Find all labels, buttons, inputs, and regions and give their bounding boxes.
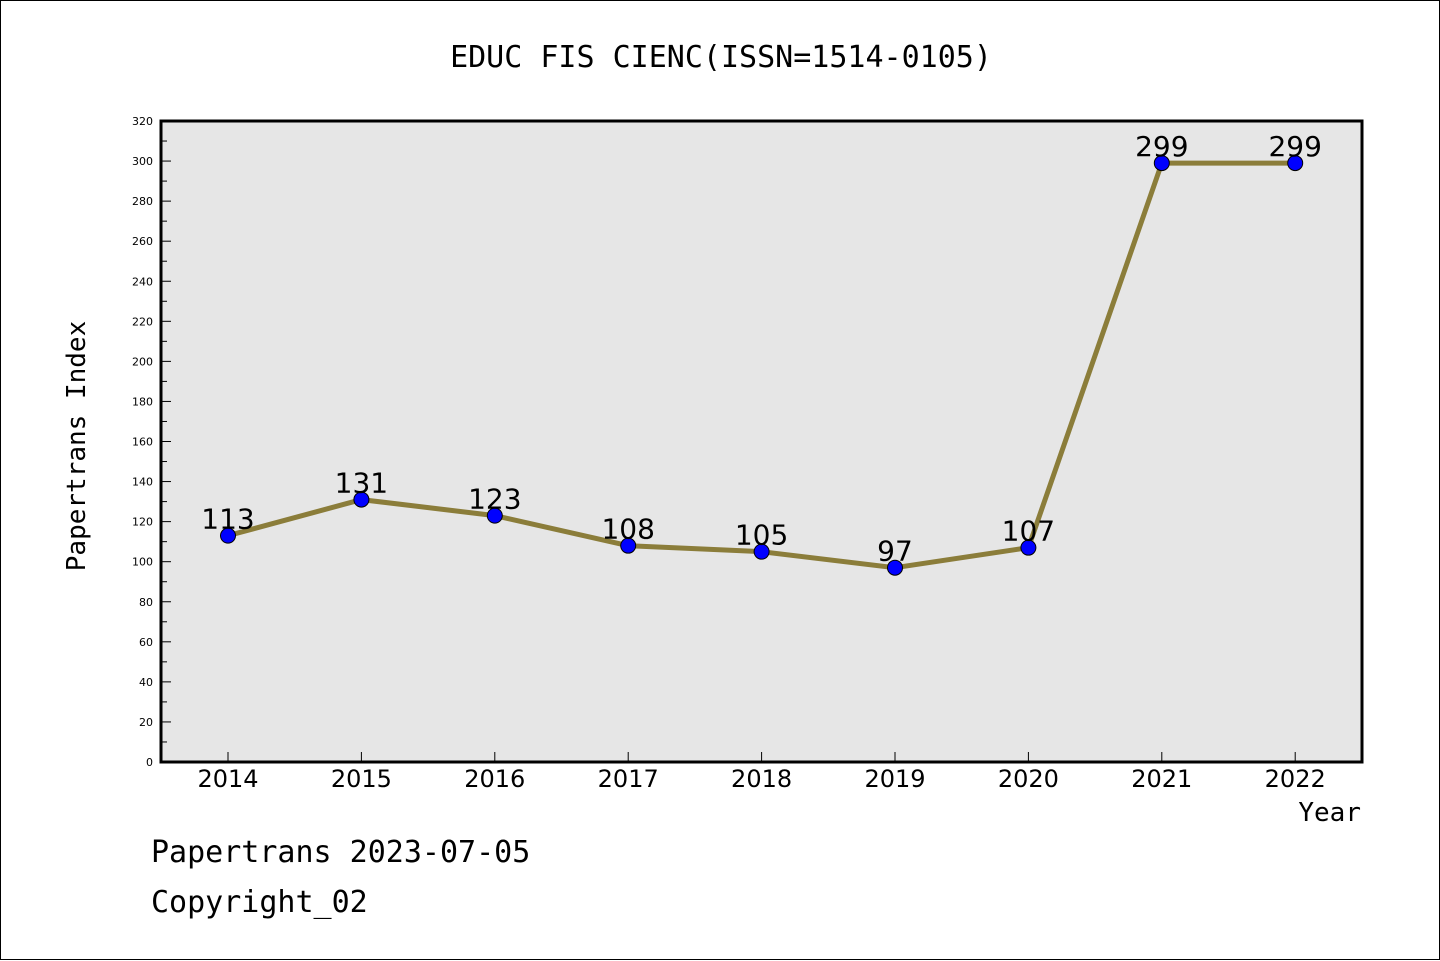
- y-tick-label: 0: [146, 756, 153, 769]
- data-point: [220, 527, 236, 544]
- y-tick-label: 140: [132, 476, 153, 489]
- y-axis-label: Papertrans Index: [62, 321, 92, 571]
- y-tick-label: 100: [132, 556, 153, 569]
- x-tick-label: 2014: [197, 765, 258, 793]
- data-point: [753, 543, 770, 560]
- y-tick-label: 80: [139, 596, 153, 609]
- y-tick-label: 160: [132, 436, 153, 449]
- x-tick-label: 2017: [598, 765, 659, 793]
- data-point: [1020, 539, 1037, 556]
- chart-title: EDUC FIS CIENC(ISSN=1514-0105): [450, 40, 992, 75]
- x-tick-label: 2019: [864, 765, 925, 793]
- data-point: [887, 559, 903, 576]
- y-tick-label: 20: [139, 716, 153, 729]
- x-tick-label: 2022: [1265, 765, 1326, 793]
- data-label: 299: [1135, 130, 1188, 163]
- y-tick-label: 200: [132, 355, 153, 368]
- y-tick-label: 120: [132, 516, 153, 529]
- data-label: 299: [1268, 130, 1321, 163]
- y-tick-label: 300: [132, 155, 153, 168]
- data-point: [486, 507, 503, 524]
- y-tick-label: 180: [132, 395, 153, 408]
- plot-area: [161, 121, 1362, 762]
- x-tick-label: 2015: [331, 765, 392, 793]
- y-tick-label: 320: [132, 115, 153, 128]
- x-tick-label: 2016: [464, 765, 525, 793]
- data-label: 123: [468, 483, 521, 516]
- footer-copyright: Copyright_02: [151, 885, 368, 920]
- data-point: [620, 537, 637, 554]
- series-markers: [220, 155, 1304, 576]
- data-point: [1287, 155, 1304, 172]
- x-axis: 2014 2015 2016 2017 2018 2019 2020 2021 2022: [197, 752, 1326, 793]
- data-label: 113: [201, 503, 254, 536]
- data-label: 107: [1002, 515, 1055, 548]
- plot-border: [159, 119, 1364, 764]
- y-tick-label: 220: [132, 315, 153, 328]
- data-label: 97: [877, 535, 913, 568]
- y-tick-label: 260: [132, 235, 153, 248]
- data-label: 108: [601, 513, 654, 546]
- y-tick-label: 280: [132, 195, 153, 208]
- x-tick-label: 2020: [998, 765, 1059, 793]
- y-axis: 0 20 40 60 80 100 120 140 160 180 200 220 240 260 280 3…: [132, 115, 171, 769]
- y-tick-label: 40: [139, 676, 153, 689]
- x-axis-label: Year: [1298, 798, 1361, 828]
- data-point: [1153, 155, 1170, 172]
- data-labels: 113 131 123 108 105 97 107 299 299: [201, 130, 1322, 568]
- x-tick-label: 2021: [1131, 765, 1192, 793]
- data-point: [353, 491, 370, 508]
- footer-date: Papertrans 2023-07-05: [151, 835, 531, 870]
- data-label: 131: [335, 467, 388, 500]
- x-tick-label: 2018: [731, 765, 792, 793]
- y-tick-label: 60: [139, 636, 153, 649]
- data-label: 105: [735, 519, 788, 552]
- y-tick-label: 240: [132, 275, 153, 288]
